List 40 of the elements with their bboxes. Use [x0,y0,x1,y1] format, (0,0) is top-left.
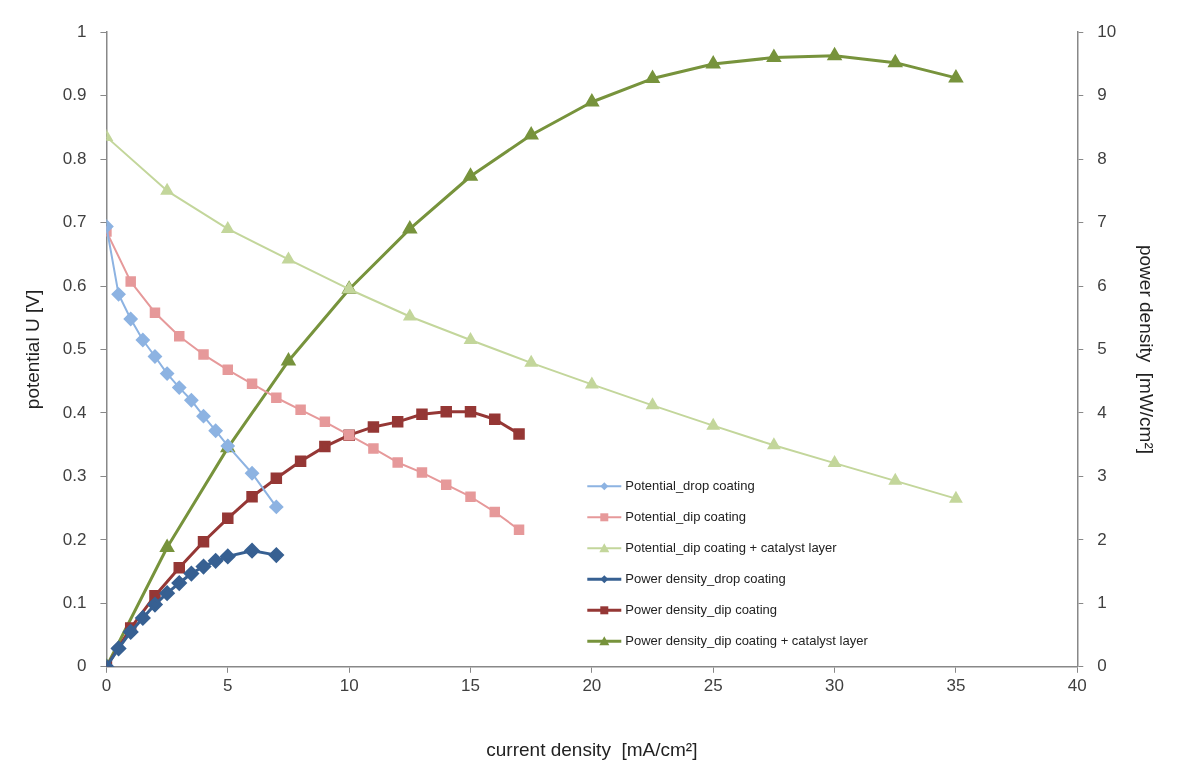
legend-label: Potential_drop coating [625,477,755,493]
x-tick-label: 15 [461,675,480,695]
y-tick-label: 0.6 [62,275,87,295]
y-tick-label: 0 [76,656,87,676]
legend-label: Power density_dip coating [625,601,778,617]
y2-tick-label: 7 [1097,212,1107,232]
x-tick-label: 5 [223,675,233,695]
y2-tick-label: 6 [1097,275,1107,295]
y-tick-label: 0.7 [62,212,87,232]
y2-tick-label: 4 [1097,402,1107,422]
x-tick-label: 10 [339,675,359,695]
y-tick-label: 0.2 [62,529,87,549]
y-tick-label: 0.4 [62,402,87,422]
y-tick-label: 0.8 [62,148,87,168]
legend-label: Power density_dip coating + catalyst layer [625,632,869,648]
x-tick-label: 0 [101,675,112,695]
y2-tick-label: 10 [1097,21,1117,41]
y2-tick-label: 0 [1097,656,1107,676]
x-tick-label: 20 [582,675,602,695]
y-tick-label: 0.1 [62,593,87,613]
y2-tick-label: 8 [1097,148,1107,168]
legend-label: Power density_drop coating [625,570,786,586]
y-axis-title: potential U [V] [21,289,43,410]
y-tick-label: 1 [76,21,87,41]
x-tick-label: 25 [703,675,723,695]
y2-tick-label: 5 [1097,339,1107,359]
x-tick-label: 30 [825,675,845,695]
y-tick-label: 0.5 [62,339,87,359]
x-axis-title: current density [mA/cm²] [486,738,698,760]
y2-tick-label: 9 [1097,85,1107,105]
y2-axis-title: power density [mW/cm²] [1136,244,1158,455]
x-tick-label: 40 [1067,675,1087,695]
y2-tick-label: 2 [1097,529,1107,549]
y2-tick-label: 1 [1097,593,1107,613]
legend-label: Potential_dip coating + catalyst layer [625,539,838,555]
y-tick-label: 0.9 [62,85,87,105]
legend-label: Potential_dip coating [625,508,746,524]
y-tick-label: 0.3 [62,466,87,486]
y2-tick-label: 3 [1097,466,1107,486]
x-tick-label: 35 [946,675,966,695]
